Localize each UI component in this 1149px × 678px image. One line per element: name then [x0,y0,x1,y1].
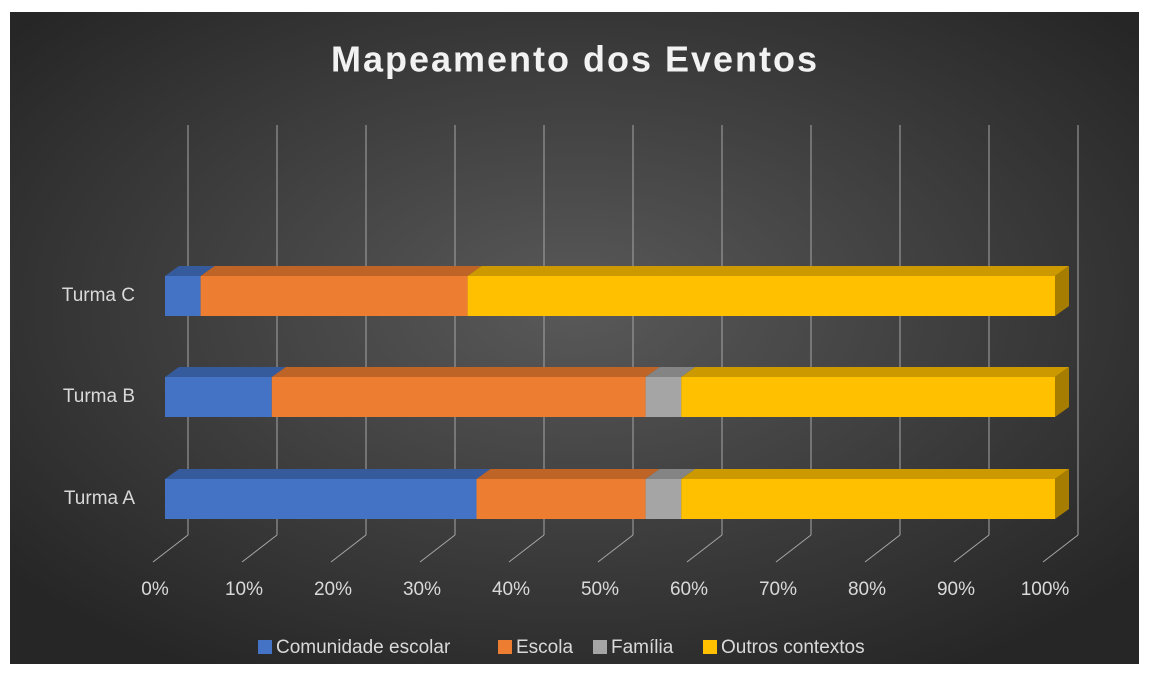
bar-top [476,469,660,479]
grid-floor-line [686,534,723,563]
grid-floor-line [775,534,812,563]
bar [645,479,682,519]
y-tick-label: Turma A [64,488,135,509]
x-tick-label: 10% [225,579,263,600]
bar [165,377,272,417]
grid-floor-line [1042,534,1079,563]
bar-top [467,266,1070,276]
bar [200,276,468,316]
x-tick-label: 40% [492,579,530,600]
grid-floor-line [508,534,545,563]
bar [681,479,1055,519]
bar-top [645,469,696,479]
legend-label: Outros contextos [721,637,865,658]
grid-floor-line [241,534,278,563]
bar [165,479,477,519]
grid-floor-line [864,534,901,563]
x-tick-label: 90% [937,579,975,600]
legend-swatch [703,640,717,654]
bar [467,276,1056,316]
bar-top [165,469,491,479]
bar-top [681,367,1069,377]
legend-label: Escola [516,637,573,658]
bar [681,377,1055,417]
legend-label: Comunidade escolar [276,637,451,658]
grid-floor-line [597,534,634,563]
x-tick-label: 80% [848,579,886,600]
bar-top [200,266,482,276]
bar [165,276,201,316]
bar-top [681,469,1069,479]
grid-floor-line [152,534,189,563]
x-tick-label: 60% [670,579,708,600]
bar [645,377,682,417]
legend-swatch [498,640,512,654]
legend-swatch [258,640,272,654]
bar-top [645,367,696,377]
grid-floor-line [953,534,990,563]
grid-floor-line [419,534,456,563]
bar-top [165,367,286,377]
bar-side [1055,266,1069,316]
chart-title: Mapeamento dos Eventos [331,39,819,80]
x-tick-label: 100% [1021,579,1070,600]
x-tick-label: 70% [759,579,797,600]
bar-top [165,266,215,276]
x-tick-label: 50% [581,579,619,600]
y-tick-label: Turma C [62,285,135,306]
legend-swatch [593,640,607,654]
bar-side [1055,367,1069,417]
chart-background [10,12,1139,664]
bar-top [271,367,660,377]
x-tick-label: 0% [141,579,169,600]
y-tick-label: Turma B [63,386,135,407]
bar [271,377,646,417]
x-tick-label: 30% [403,579,441,600]
bar [476,479,646,519]
legend-label: Família [611,637,674,658]
grid-floor-line [330,534,367,563]
bar-side [1055,469,1069,519]
x-tick-label: 20% [314,579,352,600]
